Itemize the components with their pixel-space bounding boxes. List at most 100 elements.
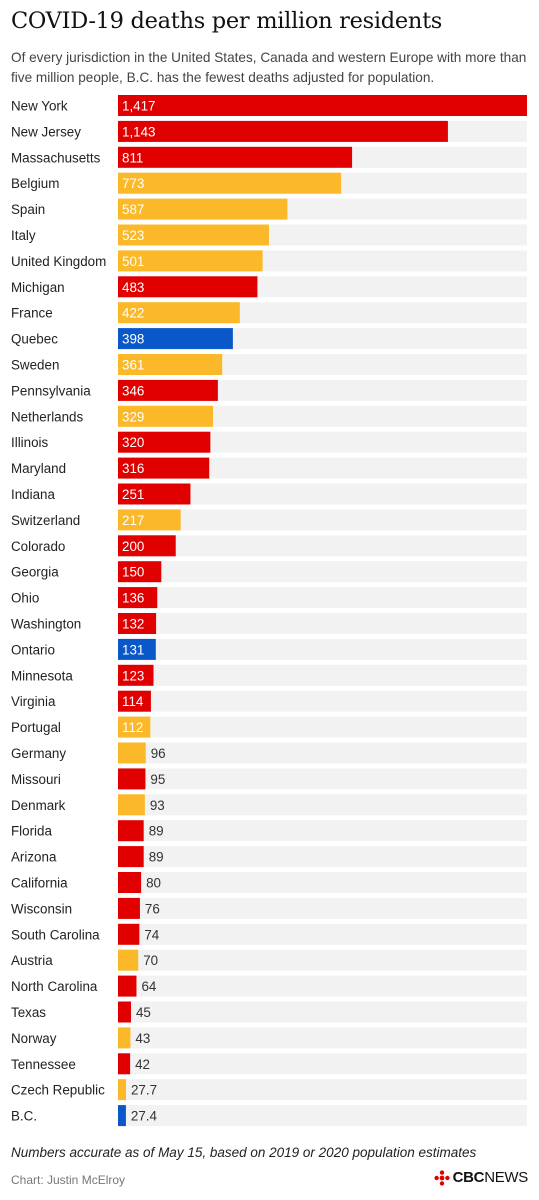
bar — [118, 949, 139, 971]
bar-track — [118, 1079, 527, 1101]
category-label: Virginia — [11, 694, 56, 709]
bar — [118, 302, 240, 324]
bar — [118, 250, 263, 272]
value-label: 76 — [145, 901, 160, 916]
bar — [118, 509, 181, 531]
category-label: Pennsylvania — [11, 383, 91, 398]
bar-row: Portugal 112 — [11, 716, 527, 738]
bar — [118, 224, 269, 246]
bar-row: California 80 — [11, 872, 527, 893]
bar — [118, 975, 137, 997]
bar-track — [118, 690, 527, 712]
value-label: 114 — [122, 694, 144, 709]
value-label: 150 — [122, 565, 144, 580]
bar-row: Illinois 320 — [11, 431, 527, 453]
bar-row: Quebec 398 — [11, 328, 527, 350]
bar-row: Tennessee 42 — [11, 1053, 527, 1075]
bar-track — [118, 820, 527, 842]
logo-wordmark-news: NEWS — [484, 1169, 528, 1186]
value-label: 123 — [122, 668, 144, 683]
category-label: United Kingdom — [11, 254, 106, 269]
bar — [118, 276, 258, 298]
bar — [118, 483, 191, 505]
value-label: 773 — [122, 176, 144, 191]
bar — [118, 768, 146, 790]
category-label: Belgium — [11, 176, 59, 191]
bar — [118, 846, 144, 868]
bar-row: Indiana 251 — [11, 483, 527, 505]
value-label: 346 — [122, 383, 144, 398]
bar — [118, 431, 211, 453]
bar-row: Germany 96 — [11, 742, 527, 764]
bar — [118, 1053, 131, 1075]
bar-track — [118, 561, 527, 583]
category-label: North Carolina — [11, 979, 98, 994]
category-label: Michigan — [11, 280, 65, 295]
chart-credit: Chart: Justin McElroy — [11, 1173, 126, 1187]
bar — [118, 1079, 126, 1101]
bar — [118, 690, 151, 712]
bar-row: Denmark 93 — [11, 794, 527, 816]
cbc-news-logo: CBCNEWS — [433, 1169, 529, 1186]
category-label: Ontario — [11, 642, 55, 657]
category-label: Austria — [11, 953, 53, 968]
bar-row: France 422 — [11, 302, 527, 324]
value-label: 89 — [149, 850, 164, 865]
value-label: 811 — [122, 150, 143, 165]
category-label: Illinois — [11, 435, 49, 450]
bar — [118, 613, 157, 634]
bar-track — [118, 1105, 527, 1127]
bar — [118, 457, 210, 479]
bar — [118, 1027, 131, 1049]
category-label: New Jersey — [11, 124, 81, 139]
bar-track — [118, 638, 527, 660]
category-label: Switzerland — [11, 513, 80, 528]
bar — [118, 405, 213, 427]
bar — [118, 172, 342, 194]
bar-track — [118, 846, 527, 868]
bar — [118, 923, 140, 945]
bar-track — [118, 379, 527, 401]
bar-track — [118, 613, 527, 634]
bar-track — [118, 483, 527, 505]
bar — [118, 146, 353, 168]
bar-track — [118, 923, 527, 945]
bar-track — [118, 405, 527, 427]
bar-row: Maryland 316 — [11, 457, 527, 479]
bar-row: Belgium 773 — [11, 172, 527, 194]
bar — [118, 328, 233, 350]
bar-row: Italy 523 — [11, 224, 527, 246]
value-label: 131 — [122, 642, 144, 657]
category-label: Wisconsin — [11, 901, 72, 916]
value-label: 251 — [122, 487, 144, 502]
bar — [118, 820, 144, 842]
bar — [118, 664, 154, 686]
logo-wordmark: CBCNEWS — [453, 1169, 529, 1186]
bar-track — [118, 768, 527, 790]
value-label: 316 — [122, 461, 144, 476]
bar-row: Netherlands 329 — [11, 405, 527, 427]
chart-subtitle: Of every jurisdiction in the United Stat… — [11, 50, 527, 85]
bar-row: Spain 587 — [11, 198, 527, 220]
bar-row: Wisconsin 76 — [11, 897, 527, 919]
value-label: 93 — [150, 798, 165, 813]
value-label: 422 — [122, 306, 144, 321]
value-label: 398 — [122, 332, 144, 347]
value-label: 136 — [122, 591, 144, 606]
bar-track — [118, 1001, 527, 1023]
bar — [118, 742, 146, 764]
bar-track — [118, 1027, 527, 1049]
bar-row: New Jersey 1,143 — [11, 120, 527, 142]
category-label: Italy — [11, 228, 36, 243]
value-label: 329 — [122, 409, 144, 424]
bar-track — [118, 742, 527, 764]
value-label: 74 — [144, 927, 159, 942]
bar-row: New York 1,417 — [11, 95, 527, 116]
bar-row: Czech Republic 27.7 — [11, 1079, 527, 1101]
category-label: B.C. — [11, 1109, 37, 1124]
bar-row: Pennsylvania 346 — [11, 379, 527, 401]
value-label: 42 — [135, 1057, 150, 1072]
bar-row: Colorado 200 — [11, 535, 527, 557]
value-label: 80 — [146, 876, 161, 891]
